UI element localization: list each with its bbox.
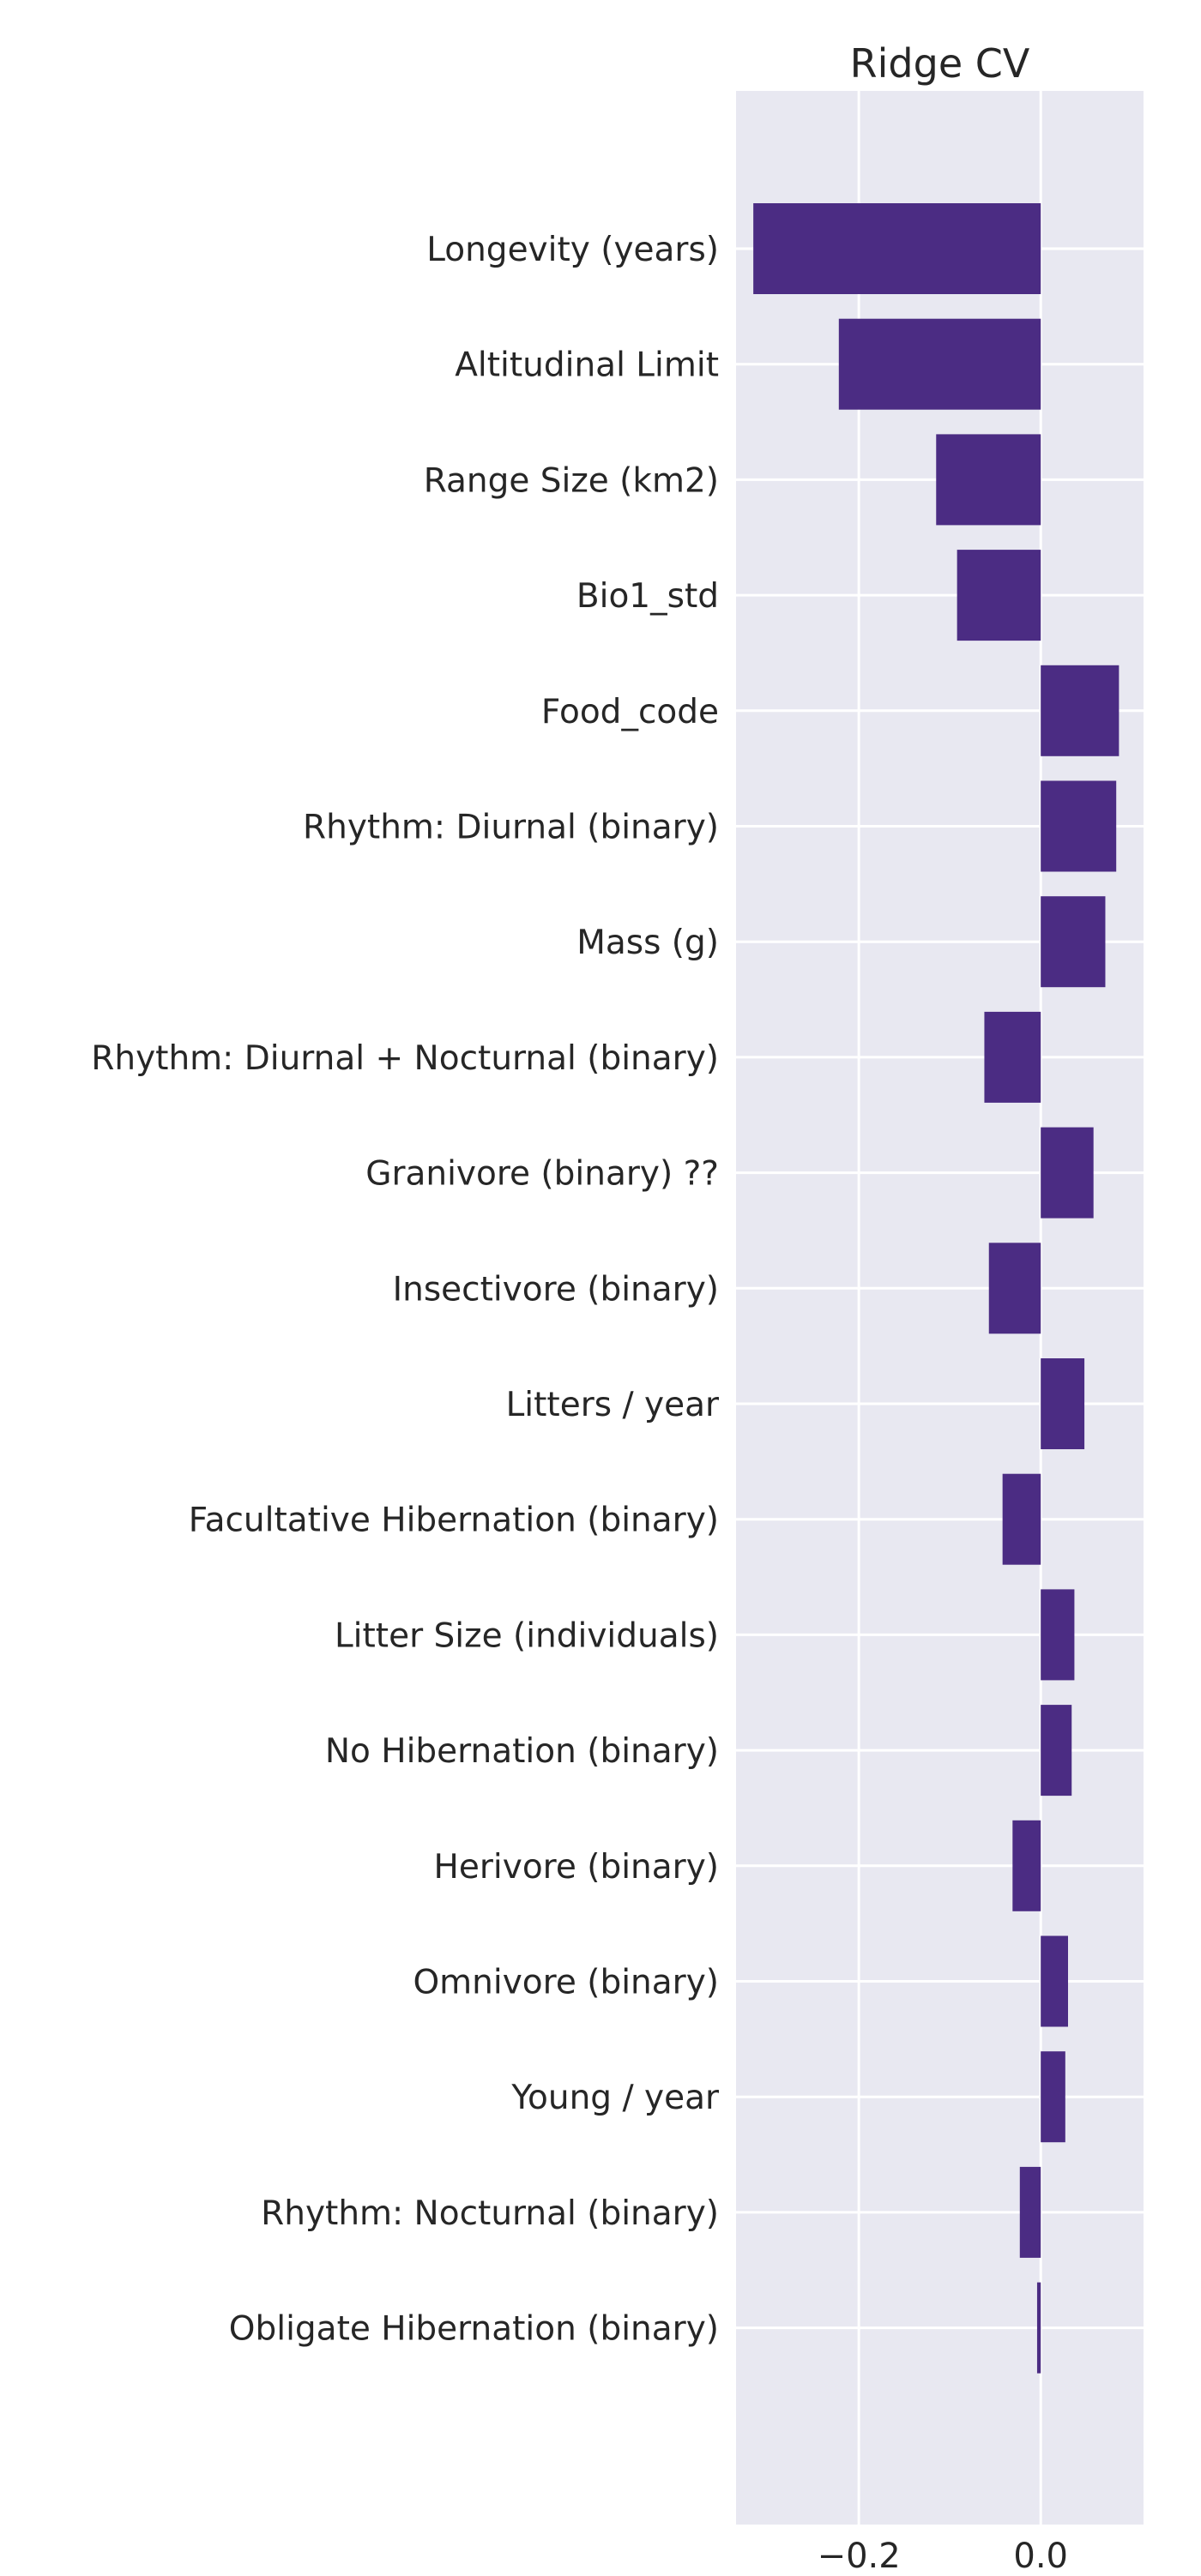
bar	[1041, 1705, 1072, 1797]
category-label: Litters / year	[506, 1386, 720, 1424]
bar	[984, 1011, 1041, 1103]
category-label: Longevity (years)	[426, 231, 719, 269]
bar	[1041, 665, 1120, 756]
category-label: No Hibernation (binary)	[325, 1732, 719, 1771]
category-label: Litter Size (individuals)	[335, 1616, 719, 1655]
category-label: Altitudinal Limit	[455, 346, 719, 385]
bar	[1041, 1127, 1094, 1219]
bar	[988, 1243, 1041, 1334]
category-label: Rhythm: Nocturnal (binary)	[261, 2194, 719, 2233]
x-tick-label: 0.0	[1013, 2537, 1068, 2573]
category-labels: Longevity (years) Altitudinal Limit Range …	[91, 231, 720, 2349]
category-label: Omnivore (binary)	[413, 1964, 719, 2002]
bar	[753, 203, 1041, 294]
category-label: Bio1_std	[576, 577, 719, 616]
chart-title: Ridge CV	[850, 40, 1030, 87]
bar	[1041, 780, 1117, 872]
category-label: Rhythm: Diurnal + Nocturnal (binary)	[91, 1039, 719, 1078]
bar	[1041, 2051, 1065, 2143]
bar	[936, 434, 1041, 526]
category-label: Herivore (binary)	[434, 1848, 719, 1887]
category-label: Young / year	[510, 2079, 720, 2117]
category-label: Food_code	[541, 693, 719, 731]
bars	[753, 203, 1120, 2374]
category-label: Insectivore (binary)	[393, 1270, 719, 1309]
category-label: Mass (g)	[576, 924, 719, 962]
category-label: Facultative Hibernation (binary)	[189, 1502, 719, 1540]
x-tick-label: −0.2	[818, 2537, 901, 2573]
x-axis-ticks: −0.2 0.0	[818, 2537, 1068, 2576]
bar	[1002, 1473, 1041, 1565]
bar	[838, 318, 1041, 410]
bar	[957, 550, 1041, 641]
bar	[1012, 1820, 1041, 1911]
category-label: Obligate Hibernation (binary)	[229, 2310, 719, 2349]
category-label: Range Size (km2)	[424, 461, 719, 500]
category-label: Rhythm: Diurnal (binary)	[303, 809, 719, 847]
bar	[1041, 896, 1106, 988]
bar	[1041, 1935, 1068, 2027]
bar	[1019, 2166, 1041, 2258]
bar	[1041, 1589, 1075, 1681]
bar	[1036, 2282, 1041, 2374]
category-label: Granivore (binary) ??	[365, 1155, 719, 1194]
bar	[1041, 1358, 1085, 1449]
